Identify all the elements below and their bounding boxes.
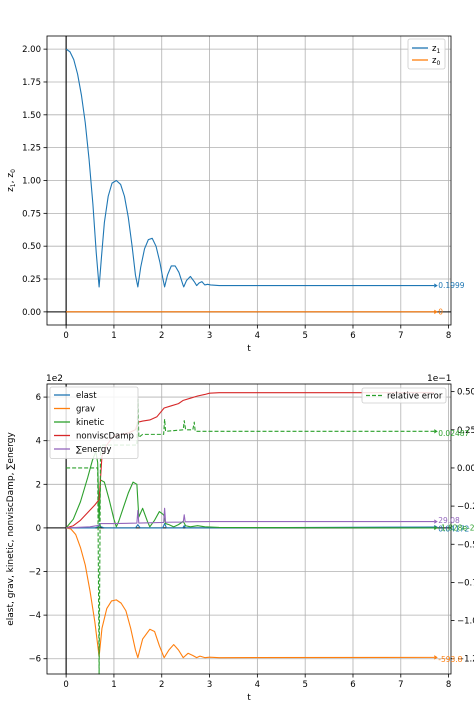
y-tick-label: 0	[36, 524, 41, 534]
end-label: 0.02487	[438, 429, 469, 438]
y-axis-label: elast, grav, kinetic, nonviscDamp, ∑ener…	[6, 432, 16, 626]
y-tick-label: −6	[28, 655, 41, 665]
legend-label: ∑energy	[76, 445, 111, 455]
y-tick-label: 1.75	[22, 78, 41, 88]
y2-tick-label: 0.25	[457, 426, 474, 436]
x-tick-label: 3	[207, 680, 212, 690]
end-marker	[434, 519, 438, 524]
y-tick-label: 2.00	[22, 45, 41, 55]
y2-tick-label: −0.25	[457, 502, 474, 512]
end-marker	[434, 283, 438, 288]
end-label: 0.1999	[438, 281, 464, 290]
x-tick-label: 0	[63, 331, 68, 341]
legend-label: relative error	[387, 392, 443, 402]
legend-box	[49, 386, 139, 459]
x-tick-label: 8	[446, 331, 451, 341]
x-tick-label: 2	[159, 680, 164, 690]
x-tick-label: 2	[159, 331, 164, 341]
y-tick-label: 1.25	[22, 144, 41, 154]
x-tick-labels: 0 1 2 3 4 5 6 7 8	[63, 674, 451, 690]
y-axis-label: z1, z0	[6, 169, 17, 192]
legend-label-z1: z1	[432, 44, 440, 55]
y-tick-label: 6	[36, 393, 41, 403]
ylabel-sub-1: 1	[10, 183, 17, 187]
x-tick-label: 6	[350, 680, 355, 690]
y2-tick-label: 0.50	[457, 388, 474, 398]
legend-box	[407, 38, 446, 70]
x-tick-label: 1	[111, 331, 116, 341]
legend: z1 z0	[407, 38, 446, 70]
y-tick-label: −4	[28, 611, 41, 621]
x-tick-label: 7	[398, 680, 403, 690]
series-line-0	[65, 48, 435, 288]
legend-label-z0: z0	[432, 56, 440, 67]
ylabel-comma: , z	[6, 173, 16, 184]
end-label: 29.08	[438, 516, 460, 525]
y-tick-label: 0.75	[22, 209, 41, 219]
legend-label: kinetic	[76, 418, 105, 428]
x-tick-label: 7	[398, 331, 403, 341]
legend-label: nonviscDamp	[76, 432, 134, 442]
y2-tick-label: −1.00	[457, 617, 474, 627]
plot-area	[47, 36, 451, 325]
x-tick-label: 8	[446, 680, 451, 690]
y-tick-labels: −6 −4 −2 0 2 4 6	[28, 393, 47, 665]
y2-tick-label: −1.25	[457, 655, 474, 665]
end-marker	[434, 655, 438, 660]
legend-sub-z0: 0	[436, 60, 440, 67]
y-tick-label: 2	[36, 480, 41, 490]
end-label: 0.04172	[438, 525, 469, 534]
y2-tick-label: −0.75	[457, 578, 474, 588]
x-tick-label: 0	[63, 680, 68, 690]
legend-label: elast	[76, 391, 97, 401]
x-tick-label: 5	[302, 680, 307, 690]
y-offset-label: 1e2	[46, 374, 63, 384]
x-tick-label: 5	[302, 331, 307, 341]
chart-top: 0 1 2 3 4 5 6 7 8 0.00 0.25 0.50 0.75 1.00 1.25 1.50 1.…	[6, 35, 465, 354]
ylabel-sub-0: 0	[10, 169, 17, 173]
x-tick-labels: 0 1 2 3 4 5 6 7 8	[63, 325, 451, 341]
legend-sub-z1: 1	[436, 48, 440, 55]
x-axis-label: t	[247, 344, 251, 354]
legend-right: relative error	[361, 387, 447, 404]
y-tick-labels: 0.00 0.25 0.50 0.75 1.00 1.25 1.50 1.75 2.00	[22, 45, 47, 318]
axes-frame	[46, 383, 452, 675]
y2-offset-label: 1e−1	[427, 374, 452, 384]
y2-tick-label: −0.50	[457, 540, 474, 550]
series-line-5	[66, 398, 435, 675]
x-tick-label: 1	[111, 680, 116, 690]
y2-tick-labels: 0.50 0.25 0.00 −0.25 −0.50 −0.75 −1.00 −1.25	[451, 388, 474, 665]
legend-label: grav	[76, 405, 95, 415]
series-line-1	[65, 527, 435, 659]
y-tick-label: 0.25	[22, 275, 41, 285]
end-labels: 0.04172 -593.8 -1.828e-2829.08 0.02487	[434, 429, 474, 664]
x-axis-label: t	[247, 693, 251, 703]
y-tick-label: 1.00	[22, 177, 41, 187]
y-tick-label: 0.50	[22, 242, 41, 252]
y2-tick-label: 0.00	[457, 464, 474, 474]
y-tick-label: −2	[28, 568, 41, 578]
plot-area	[47, 384, 451, 675]
end-marker	[434, 525, 438, 531]
legend-box	[361, 387, 447, 404]
end-label: 0	[438, 307, 443, 316]
ylabel-z: z	[6, 187, 16, 192]
chart-bottom: 0 1 2 3 4 5 6 7 8 −6 −4 −2 0 2 4 6 0.50 0.25 0.00 −0.25 −0…	[6, 374, 474, 703]
end-marker	[434, 309, 438, 315]
y-tick-label: 0.00	[22, 308, 41, 318]
end-label: -593.8	[438, 655, 462, 664]
x-tick-label: 4	[255, 680, 260, 690]
y-tick-label: 1.50	[22, 111, 41, 121]
grid	[47, 36, 451, 325]
x-tick-label: 6	[350, 331, 355, 341]
x-tick-label: 3	[207, 331, 212, 341]
end-marker	[434, 429, 438, 434]
y-tick-label: 4	[36, 437, 41, 447]
end-labels: 0.1999 0	[434, 281, 465, 316]
end-label: -1.828e-28	[438, 523, 474, 532]
legend: elast grav kinetic nonviscDamp ∑energy	[49, 386, 139, 459]
x-tick-label: 4	[255, 331, 260, 341]
